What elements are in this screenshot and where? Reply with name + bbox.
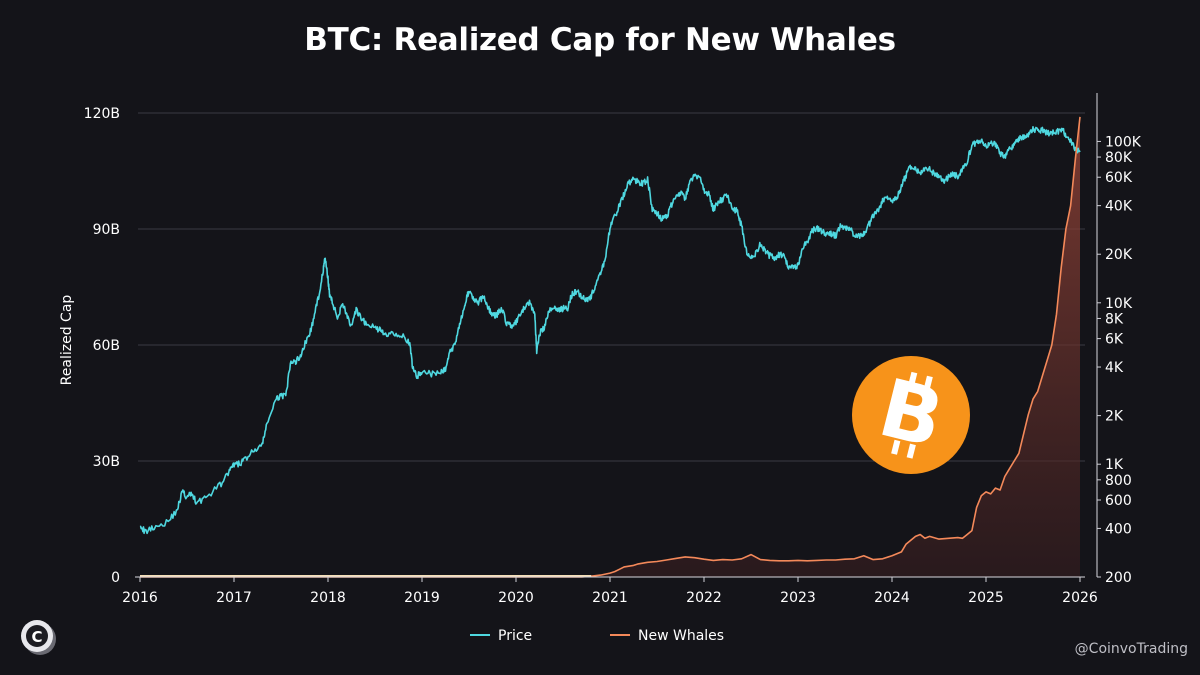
y2-tick-label: 800 xyxy=(1105,473,1132,489)
y2-tick-label: 10K xyxy=(1105,296,1133,312)
y2-tick-label: 1K xyxy=(1105,457,1124,473)
y2-tick-label: 8K xyxy=(1105,311,1124,327)
price-series xyxy=(139,126,1081,535)
new-whales-line xyxy=(140,116,1081,578)
y2-tick-label: 6K xyxy=(1105,332,1124,348)
price-line xyxy=(139,126,1081,535)
x-tick-label: 2020 xyxy=(498,590,534,606)
x-tick-label: 2025 xyxy=(968,590,1004,606)
svg-text:C: C xyxy=(31,628,42,646)
y2-tick-label: 40K xyxy=(1105,199,1133,215)
new-whales-fill xyxy=(140,116,1080,578)
y-tick-label: 30B xyxy=(93,454,120,470)
axes xyxy=(135,93,1098,578)
x-tick-label: 2024 xyxy=(874,590,910,606)
new-whales-area xyxy=(140,116,1080,578)
x-tick-label: 2021 xyxy=(592,590,628,606)
x-tick-label: 2019 xyxy=(404,590,440,606)
y2-tick-label: 60K xyxy=(1105,170,1133,186)
y-tick-label: 120B xyxy=(84,106,120,122)
bitcoin-logo-icon: B xyxy=(852,356,970,474)
y-tick-label: 60B xyxy=(93,338,120,354)
coinvo-logo-icon: C xyxy=(21,620,56,655)
y-axis-label: Realized Cap xyxy=(59,295,75,386)
x-tick-label: 2026 xyxy=(1062,590,1098,606)
x-tick-label: 2017 xyxy=(216,590,252,606)
new-whales-series xyxy=(140,116,1081,578)
y-tick-label: 90B xyxy=(93,222,120,238)
y2-tick-label: 600 xyxy=(1105,493,1132,509)
x-tick-label: 2023 xyxy=(780,590,816,606)
y2-tick-label: 200 xyxy=(1105,570,1132,586)
y2-tick-label: 100K xyxy=(1105,134,1142,150)
watermark-handle: @CoinvoTrading xyxy=(1074,641,1188,657)
y2-tick-label: 80K xyxy=(1105,150,1133,166)
legend-price-label: Price xyxy=(498,628,532,644)
x-tick-label: 2022 xyxy=(686,590,722,606)
x-tick-label: 2018 xyxy=(310,590,346,606)
x-tick-label: 2016 xyxy=(122,590,158,606)
y-tick-label: 0 xyxy=(111,570,120,586)
y2-tick-label: 2K xyxy=(1105,409,1124,425)
legend: Price New Whales xyxy=(470,628,724,644)
chart-title: BTC: Realized Cap for New Whales xyxy=(304,22,896,58)
y2-tick-label: 4K xyxy=(1105,360,1124,376)
y2-tick-label: 400 xyxy=(1105,521,1132,537)
legend-whales-label: New Whales xyxy=(638,628,724,644)
y2-tick-label: 20K xyxy=(1105,247,1133,263)
